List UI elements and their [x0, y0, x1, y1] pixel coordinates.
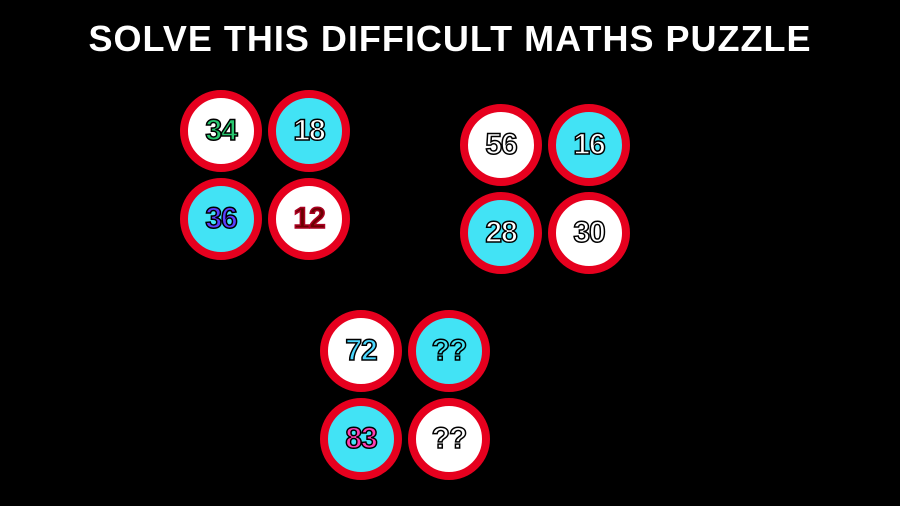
g3-bl-circle: 83	[320, 398, 402, 480]
g1-bl-circle: 36	[180, 178, 262, 260]
group-1: 34 18 36 12	[180, 90, 360, 266]
g1-br-circle: 12	[268, 178, 350, 260]
g1-tr-circle: 18	[268, 90, 350, 172]
g3-tr-value: ??	[432, 334, 467, 368]
g2-bl-value: 28	[485, 216, 516, 250]
g3-tl-value: 72	[345, 334, 376, 368]
puzzle-title: SOLVE THIS DIFFICULT MATHS PUZZLE	[0, 0, 900, 60]
g2-bl-circle: 28	[460, 192, 542, 274]
g3-tr-circle: ??	[408, 310, 490, 392]
g1-tl-value: 34	[205, 114, 236, 148]
g2-tr-circle: 16	[548, 104, 630, 186]
g3-br-value: ??	[432, 422, 467, 456]
g1-tl-circle: 34	[180, 90, 262, 172]
g2-tl-value: 56	[485, 128, 516, 162]
group-3: 72 ?? 83 ??	[320, 310, 500, 486]
g3-tl-circle: 72	[320, 310, 402, 392]
g1-tr-value: 18	[293, 114, 324, 148]
g3-bl-value: 83	[345, 422, 376, 456]
g2-tl-circle: 56	[460, 104, 542, 186]
g2-tr-value: 16	[573, 128, 604, 162]
g1-bl-value: 36	[205, 202, 236, 236]
puzzle-area: 34 18 36 12 56 16 28 30 72 ?? 83 ??	[170, 90, 730, 490]
g3-br-circle: ??	[408, 398, 490, 480]
g2-br-circle: 30	[548, 192, 630, 274]
g1-br-value: 12	[293, 202, 324, 236]
group-2: 56 16 28 30	[460, 104, 640, 280]
g2-br-value: 30	[573, 216, 604, 250]
